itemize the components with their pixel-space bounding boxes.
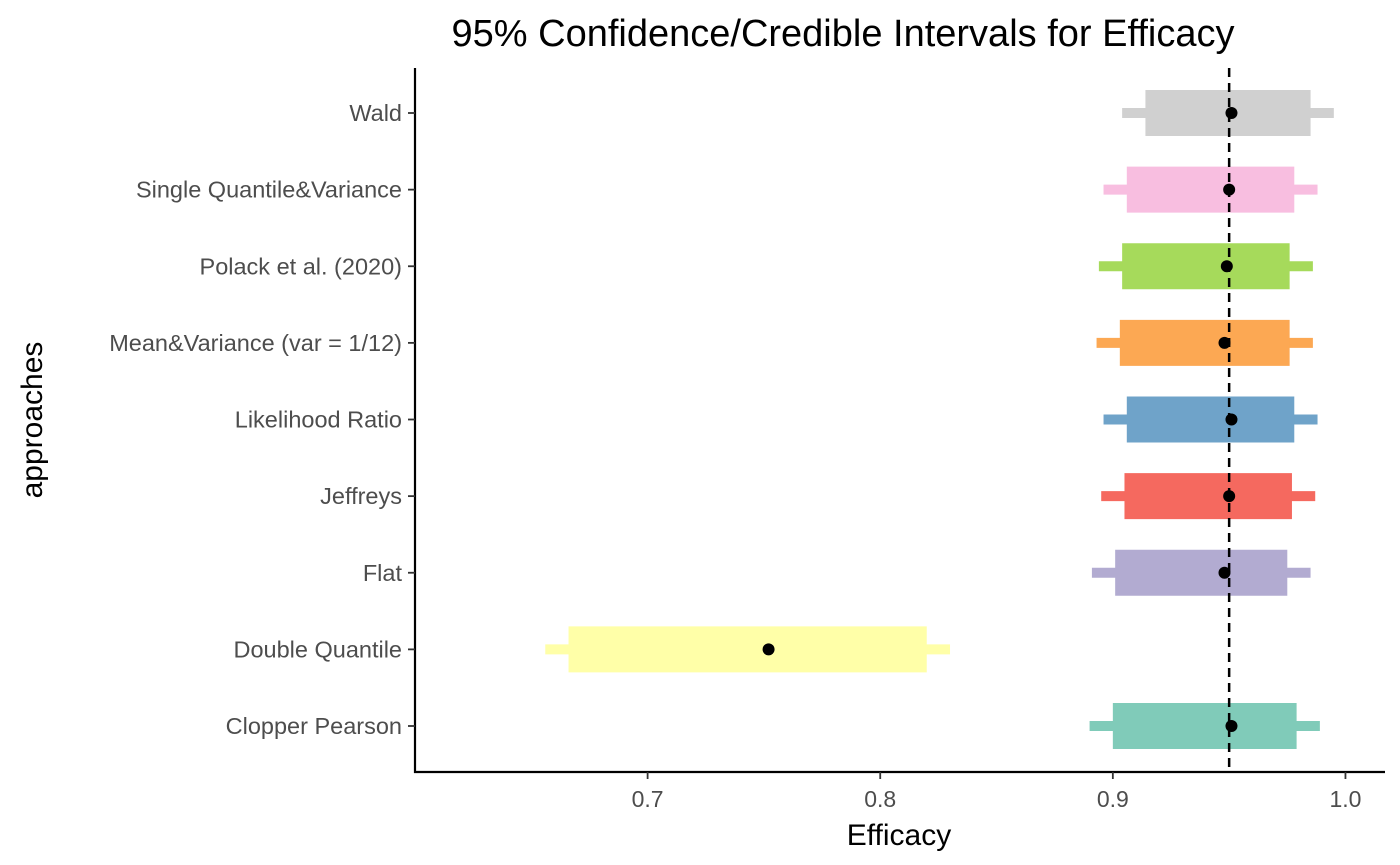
y-tick-label-jeffreys: Jeffreys	[320, 483, 402, 509]
y-tick-label-mean-variance-var-1-12: Mean&Variance (var = 1/12)	[109, 330, 402, 356]
x-axis-title: Efficacy	[847, 819, 952, 852]
inner-interval-mean-variance-var-1-12	[1119, 319, 1290, 366]
inner-interval-polack-et-al-2020	[1122, 243, 1290, 290]
x-tick-label-2: 0.9	[1097, 786, 1129, 812]
y-tick-label-double-quantile: Double Quantile	[233, 636, 402, 662]
chart-title: 95% Confidence/Credible Intervals for Ef…	[452, 13, 1235, 55]
inner-interval-double-quantile	[568, 626, 927, 673]
y-tick-label-flat: Flat	[363, 560, 403, 586]
point-estimate-polack-et-al-2020	[1220, 260, 1233, 273]
y-tick-label-single-quantile-variance: Single Quantile&Variance	[136, 177, 402, 203]
point-estimate-wald	[1225, 107, 1238, 119]
y-tick-label-clopper-pearson: Clopper Pearson	[226, 713, 402, 739]
x-tick-label-3: 1.0	[1329, 786, 1361, 812]
point-estimate-flat	[1218, 566, 1231, 579]
y-tick-label-polack-et-al-2020: Polack et al. (2020)	[200, 253, 402, 279]
point-estimate-single-quantile-variance	[1223, 183, 1236, 196]
point-estimate-likelihood-ratio	[1225, 413, 1238, 426]
y-tick-label-wald: Wald	[349, 100, 402, 126]
inner-interval-clopper-pearson	[1112, 703, 1297, 749]
y-tick-label-likelihood-ratio: Likelihood Ratio	[235, 407, 402, 433]
plot-area	[545, 68, 1334, 772]
point-estimate-jeffreys	[1223, 490, 1236, 503]
point-estimate-mean-variance-var-1-12	[1218, 336, 1231, 349]
inner-interval-jeffreys	[1124, 473, 1292, 520]
point-estimate-clopper-pearson	[1225, 720, 1238, 732]
inner-interval-flat	[1115, 549, 1288, 596]
inner-interval-single-quantile-variance	[1126, 166, 1295, 213]
x-tick-label-1: 0.8	[864, 786, 896, 812]
y-axis-title: approaches	[16, 342, 49, 499]
inner-interval-likelihood-ratio	[1126, 396, 1295, 443]
x-tick-label-0: 0.7	[632, 786, 664, 812]
point-estimate-double-quantile	[762, 643, 775, 656]
axes: Clopper Pearson Double Quantile Flat Jeffre…	[109, 68, 1385, 812]
